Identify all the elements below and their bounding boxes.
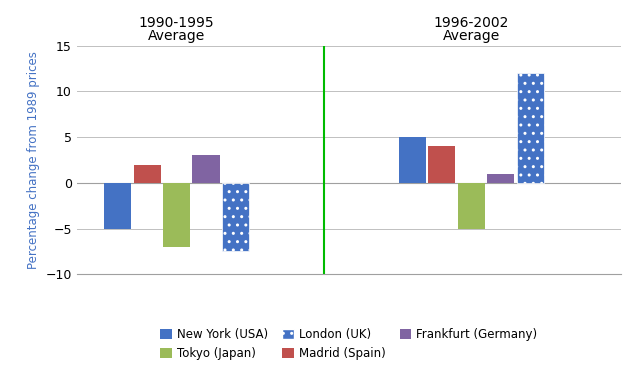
Bar xyxy=(516,73,544,183)
Bar xyxy=(222,183,249,251)
Text: 1990-1995: 1990-1995 xyxy=(139,16,214,30)
Y-axis label: Percentage change from 1989 prices: Percentage change from 1989 prices xyxy=(27,51,40,269)
Bar xyxy=(104,183,131,229)
Bar xyxy=(163,183,190,247)
Legend: New York (USA), Tokyo (Japan), London (UK), Madrid (Spain), Frankfurt (Germany): New York (USA), Tokyo (Japan), London (U… xyxy=(161,328,537,360)
Text: 1996-2002: 1996-2002 xyxy=(433,16,509,30)
Bar xyxy=(193,155,220,183)
Bar xyxy=(399,137,426,183)
Bar xyxy=(458,183,484,229)
Text: Average: Average xyxy=(148,29,205,43)
Text: Average: Average xyxy=(443,29,500,43)
Bar xyxy=(134,165,161,183)
Bar xyxy=(428,146,455,183)
Bar xyxy=(487,174,514,183)
